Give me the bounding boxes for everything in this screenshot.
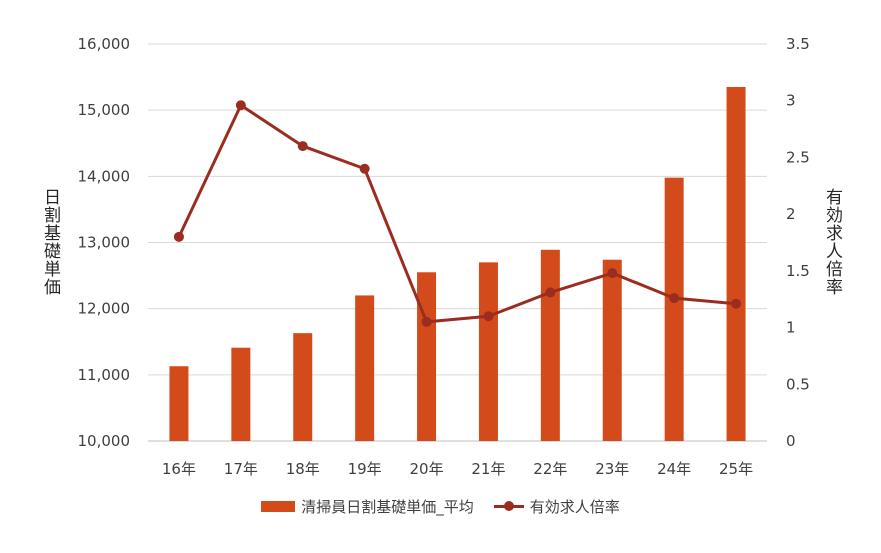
bar: [726, 87, 746, 441]
legend: 清掃員日割基礎単価_平均 有効求人倍率: [0, 496, 881, 517]
line-point: [297, 141, 308, 152]
line-point: [173, 231, 184, 242]
left-tick-label: 10,000: [78, 432, 131, 450]
bar: [540, 249, 560, 441]
x-tick-label: 24年: [657, 460, 691, 478]
line-point: [235, 100, 246, 111]
line-point: [607, 268, 618, 279]
x-tick-label: 21年: [471, 460, 505, 478]
line-point: [545, 287, 556, 298]
legend-item-line: 有効求人倍率: [493, 496, 620, 517]
line-point: [669, 293, 680, 304]
legend-line-swatch: [493, 501, 524, 512]
right-tick-label: 3.5: [786, 35, 810, 53]
line-point: [421, 316, 432, 327]
bar: [602, 259, 622, 441]
bar: [478, 262, 498, 441]
bar-series: [169, 87, 746, 441]
legend-bar-swatch: [261, 501, 296, 512]
left-tick-label: 13,000: [78, 234, 131, 252]
x-axis-ticks: 16年 17年 18年 19年 20年 21年 22年 23年 24年 25年: [162, 460, 753, 478]
left-axis-ticks: 10,000 11,000 12,000 13,000 14,000 15,000 16,0…: [78, 35, 131, 450]
x-tick-label: 17年: [224, 460, 258, 478]
bar: [355, 295, 375, 441]
right-tick-label: 2: [786, 205, 796, 223]
x-tick-label: 18年: [286, 460, 320, 478]
right-tick-label: 2.5: [786, 148, 810, 166]
line-path: [177, 103, 737, 324]
line-point: [483, 311, 494, 322]
bar: [417, 272, 437, 441]
right-tick-label: 3: [786, 92, 796, 110]
bar: [664, 177, 684, 441]
right-axis-ticks: 0 0.5 1 1.5 2 2.5 3 3.5: [786, 35, 810, 450]
line-point: [731, 298, 742, 309]
right-tick-label: 1: [786, 319, 796, 337]
left-axis-title: 日割基礎単価: [40, 188, 60, 296]
right-tick-label: 0.5: [786, 375, 810, 393]
legend-bar-label: 清掃員日割基礎単価_平均: [301, 498, 474, 516]
x-tick-label: 23年: [595, 460, 629, 478]
left-tick-label: 11,000: [78, 366, 131, 384]
line-series: [173, 100, 742, 327]
x-tick-label: 16年: [162, 460, 196, 478]
right-tick-label: 0: [786, 432, 796, 450]
x-tick-label: 25年: [719, 460, 753, 478]
x-tick-label: 19年: [348, 460, 382, 478]
left-tick-label: 12,000: [78, 300, 131, 318]
bar: [231, 347, 251, 441]
bar: [293, 333, 313, 441]
x-tick-label: 20年: [410, 460, 444, 478]
bar: [169, 366, 189, 441]
legend-item-bar: 清掃員日割基礎単価_平均: [261, 496, 474, 517]
left-tick-label: 14,000: [78, 167, 131, 185]
line-point: [359, 163, 370, 174]
right-axis-title: 有効求人倍率: [822, 188, 842, 296]
left-tick-label: 16,000: [78, 35, 131, 53]
gridlines: [148, 43, 767, 442]
legend-line-label: 有効求人倍率: [529, 498, 620, 516]
left-tick-label: 15,000: [78, 101, 131, 119]
x-tick-label: 22年: [533, 460, 567, 478]
right-tick-label: 1.5: [786, 262, 810, 280]
